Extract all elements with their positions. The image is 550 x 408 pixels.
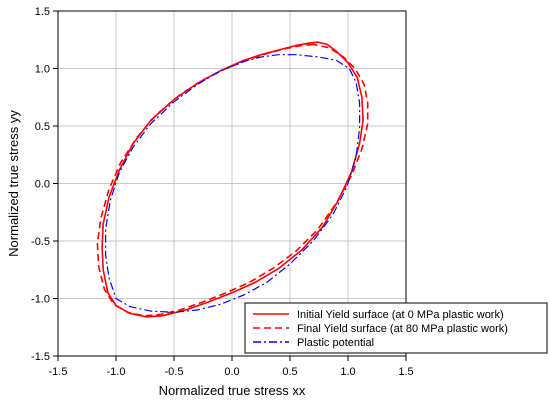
x-tick-label: -1.5 xyxy=(49,366,68,378)
series-line-3 xyxy=(105,54,361,313)
x-tick-label: -0.5 xyxy=(165,366,184,378)
y-tick-label: -1.0 xyxy=(31,294,50,306)
y-axis-label: Normalized true stress yy xyxy=(6,110,21,257)
x-axis-label: Normalized true stress xx xyxy=(159,383,306,398)
x-tick-label: 1.5 xyxy=(398,366,413,378)
y-tick-label: -0.5 xyxy=(31,236,50,248)
ticks: -1.5 -1.0 -0.5 0.0 0.5 1.0 1.5 -1.5 -1.0 -0.5 0.0 0… xyxy=(31,6,414,378)
y-tick-label: 0.5 xyxy=(35,121,50,133)
series-layer xyxy=(96,41,369,318)
legend-label: Final Yield surface (at 80 MPa plastic w… xyxy=(297,323,508,335)
series-line-2 xyxy=(96,43,369,317)
y-tick-label: 1.5 xyxy=(35,6,50,18)
y-tick-label: 0.0 xyxy=(35,179,50,191)
legend: Initial Yield surface (at 0 MPa plastic … xyxy=(244,302,548,354)
legend-label: Initial Yield surface (at 0 MPa plastic … xyxy=(297,309,504,321)
y-tick-label: 1.0 xyxy=(35,64,50,76)
legend-label: Plastic potential xyxy=(297,337,374,349)
legend-box xyxy=(244,302,548,354)
x-tick-label: -1.0 xyxy=(107,366,126,378)
x-tick-label: 1.0 xyxy=(340,366,355,378)
x-tick-label: 0.0 xyxy=(224,366,239,378)
x-tick-label: 0.5 xyxy=(282,366,297,378)
y-tick-label: -1.5 xyxy=(31,351,50,363)
